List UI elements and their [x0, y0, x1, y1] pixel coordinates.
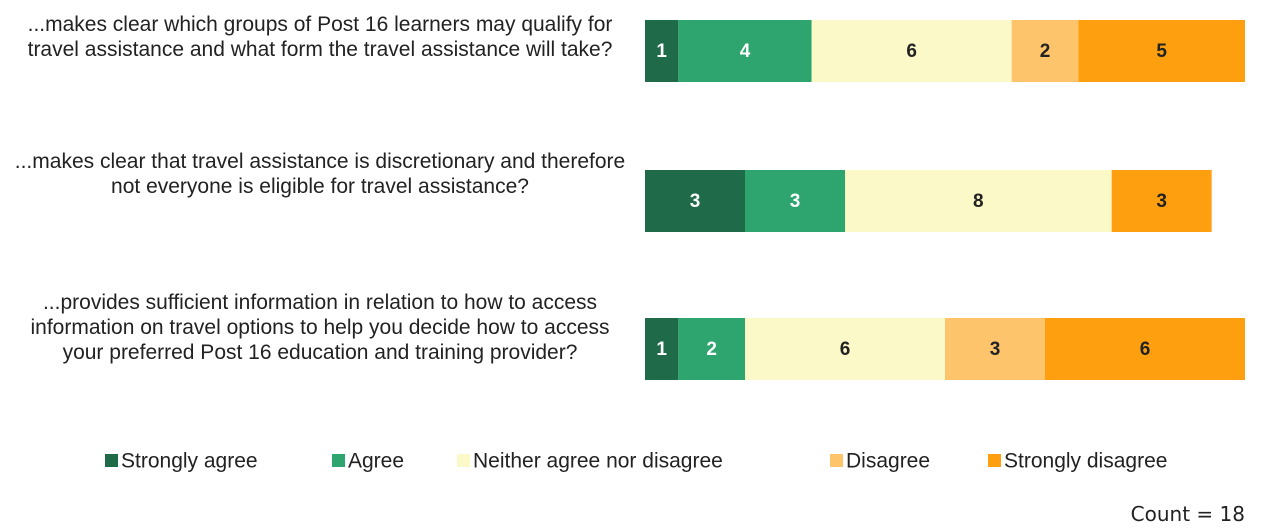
legend-swatch [457, 454, 470, 467]
bar-segment [678, 318, 745, 380]
bar-segment [645, 318, 679, 380]
bar-segment [1011, 20, 1079, 82]
data-label: 5 [1156, 41, 1167, 62]
data-label: 1 [656, 339, 667, 360]
data-label: 4 [740, 41, 751, 62]
data-label: 3 [690, 191, 701, 212]
bar-segment [678, 20, 812, 82]
legend-swatch [332, 454, 345, 467]
bar-segment [645, 170, 745, 232]
legend-swatch [105, 454, 118, 467]
legend-label: Strongly disagree [1004, 450, 1167, 473]
data-label: 3 [790, 191, 801, 212]
data-label: 3 [990, 339, 1001, 360]
legend-label: Strongly agree [121, 450, 258, 473]
category-label: ...provides sufficient information in re… [30, 291, 610, 364]
data-label: 2 [706, 339, 717, 360]
bar-segment [1078, 20, 1245, 82]
bar-segment [811, 20, 1012, 82]
data-label: 2 [1040, 41, 1051, 62]
bar-segment [745, 318, 945, 380]
data-label: 8 [973, 191, 984, 212]
data-label: 6 [1140, 339, 1151, 360]
data-label: 6 [906, 41, 917, 62]
data-label: 6 [840, 339, 851, 360]
data-label: 3 [1156, 191, 1167, 212]
data-label: 1 [656, 41, 667, 62]
bar-segment [745, 170, 845, 232]
category-label: ...makes clear which groups of Post 16 l… [27, 13, 613, 61]
bar-segment [1111, 170, 1212, 232]
legend-label: Agree [348, 450, 404, 473]
category-label: ...makes clear that travel assistance is… [14, 150, 626, 198]
legend-swatch [830, 454, 843, 467]
bar-segment [845, 170, 1112, 232]
legend-label: Neither agree nor disagree [473, 450, 723, 473]
annotation: Count = 18 [1130, 502, 1245, 526]
legend-label: Disagree [846, 450, 930, 473]
legend-swatch [988, 454, 1001, 467]
bar-segment [945, 318, 1045, 380]
bar-segment [645, 20, 679, 82]
bar-segment [1045, 318, 1245, 380]
